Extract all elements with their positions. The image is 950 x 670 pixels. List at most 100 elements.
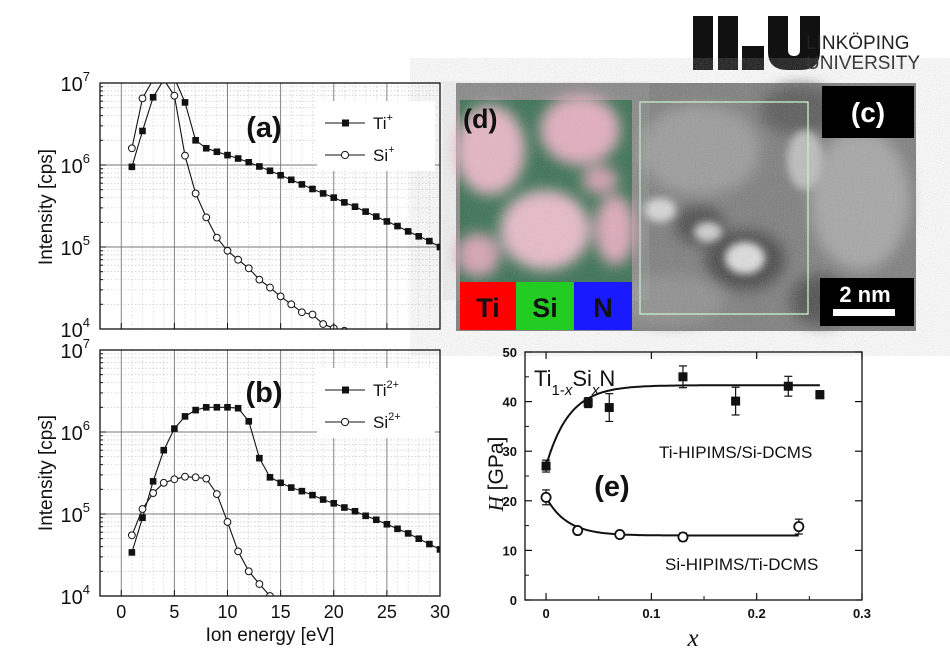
data-point-square: [224, 404, 231, 411]
data-point-circle: [159, 478, 168, 487]
data-point-square: [287, 484, 295, 491]
panel-label-d: (d): [463, 104, 497, 134]
data-point-circle: [319, 320, 328, 328]
data-point-square: [202, 144, 210, 152]
data-point-square: [394, 525, 401, 533]
data-point-square: [160, 76, 167, 83]
data-point-square: [245, 158, 253, 166]
data-point-circle: [149, 489, 158, 497]
data-point-square: [298, 487, 306, 495]
y-tick-label: 40: [503, 395, 517, 410]
data-point-square: [287, 176, 295, 184]
plot-frame-a: [99, 82, 441, 330]
data-point-square: [783, 381, 793, 391]
legend-background: [317, 368, 435, 438]
data-point-square: [256, 454, 263, 462]
data-point-square: [319, 190, 327, 197]
data-point-circle: [161, 83, 166, 84]
y-tick-label: 0: [510, 593, 517, 608]
data-point-circle: [191, 189, 200, 198]
data-point-square: [383, 520, 391, 528]
data-point-circle: [572, 525, 584, 537]
axis-ticks-b: 104 105 106 107 0 5 10 15 20 25 30: [61, 336, 451, 622]
x-tick-label: 0: [542, 606, 549, 621]
y-tick-label: 107: [61, 336, 90, 363]
legend-label: Si+: [373, 144, 395, 165]
data-point-circle: [127, 144, 136, 153]
data-point-circle: [202, 474, 211, 483]
data-point-square: [171, 425, 178, 432]
data-point-circle: [151, 83, 156, 84]
data-point-square: [234, 155, 242, 162]
element-label-ti: Ti: [476, 293, 500, 323]
data-point-square: [309, 491, 316, 499]
data-point-circle: [308, 310, 317, 319]
legend-b: Ti2+ Si2+: [317, 368, 435, 438]
x-tick-label: 5: [169, 602, 179, 622]
series-points-e: [540, 365, 825, 543]
data-point-square: [383, 218, 391, 225]
data-point-square: [426, 237, 433, 245]
data-point-circle: [170, 91, 179, 100]
x-tick-label: 0.2: [748, 606, 766, 621]
x-axis-label-b: Ion energy [eV]: [206, 625, 335, 646]
data-point-square: [436, 546, 440, 553]
data-point-square: [139, 127, 146, 135]
scale-bar-label: 2 nm: [839, 282, 890, 307]
data-point-square: [426, 540, 433, 548]
data-point-square: [277, 479, 284, 487]
data-point-circle: [138, 94, 147, 103]
y-tick-label: 20: [503, 494, 517, 509]
data-point-square: [171, 75, 178, 82]
y-tick-label: 105: [61, 500, 90, 527]
axis-ticks-a: 104 105 106 107: [61, 69, 441, 342]
y-axis-label-e: H [GPa]: [484, 437, 508, 513]
gridlines-b: [100, 350, 441, 597]
y-tick-label: 106: [61, 418, 90, 445]
x-tick-label: 30: [430, 602, 450, 622]
map-region-box: [639, 101, 809, 315]
panel-label-b: (b): [245, 377, 282, 409]
series-points-a: [127, 75, 440, 329]
data-point-square: [341, 504, 348, 511]
chart-panel-e: 0 0.1 0.2 0.3 0 10 20 30 40 50 Ti1-xSixN Ti-HIPIM…: [484, 345, 871, 652]
data-point-square: [192, 137, 199, 144]
data-point-square: [181, 99, 189, 106]
chart-panel-b: 104 105 106 107 0 5 10 15 20 25 30 Intensity [cps]…: [36, 336, 450, 646]
legend-marker-circle: [340, 417, 350, 427]
chart-title-e: Ti1-xSixN: [534, 366, 615, 399]
x-tick-label: 0.1: [642, 606, 660, 621]
data-point-square: [362, 208, 369, 215]
panel-label-c: (c): [851, 97, 885, 128]
data-point-circle: [138, 505, 147, 513]
data-point-square: [436, 243, 440, 251]
data-point-circle: [191, 473, 200, 482]
data-point-circle: [234, 547, 243, 556]
data-point-circle: [677, 531, 689, 543]
x-tick-label: 25: [377, 602, 397, 622]
data-point-circle: [223, 246, 232, 255]
series-label-ti-hipims: Ti-HIPIMS/Si-DCMS: [659, 443, 812, 462]
data-point-square: [160, 446, 168, 454]
data-point-circle: [181, 472, 189, 481]
data-point-circle: [170, 475, 179, 484]
y-axis-label-b: Intensity [cps]: [36, 415, 57, 531]
data-point-circle: [202, 213, 211, 222]
tem-micrograph: Ti Si N (d) (c) 2 nm: [455, 83, 916, 331]
data-point-square: [404, 530, 412, 537]
data-point-circle: [223, 518, 232, 526]
data-point-circle: [244, 264, 253, 273]
data-point-square: [266, 167, 274, 175]
data-point-circle: [266, 283, 274, 292]
data-point-square: [202, 404, 210, 411]
data-point-square: [351, 507, 359, 515]
y-tick-label: 107: [61, 69, 90, 96]
legend-label: Si2+: [373, 411, 401, 432]
y-tick-label: 104: [61, 315, 90, 342]
legend-marker-circle: [340, 150, 350, 160]
data-point-square: [139, 514, 146, 522]
panel-label-c-box: [822, 86, 914, 138]
n-color-swatch: [574, 282, 632, 330]
data-point-square: [330, 500, 338, 507]
